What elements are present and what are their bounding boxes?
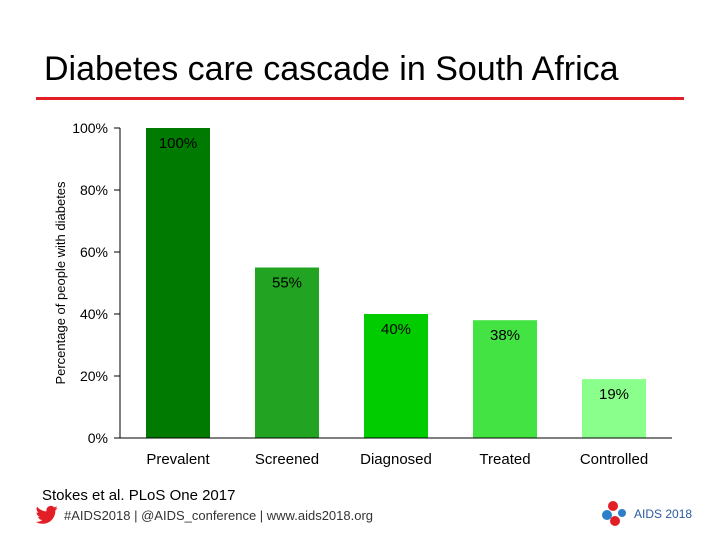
bar-diagnosed [364, 314, 428, 438]
bar-screened [255, 267, 319, 438]
footer: #AIDS2018 | @AIDS_conference | www.aids2… [36, 501, 720, 527]
bar-treated [473, 320, 537, 438]
x-tick-label-treated: Treated [479, 451, 530, 468]
data-label-prevalent: 100% [159, 135, 197, 152]
y-tick-label-100: 100% [72, 120, 108, 136]
aids2018-logo: AIDS 2018 [602, 501, 692, 526]
axis-layer [114, 127, 672, 439]
y-axis-title: Percentage of people with diabetes [53, 181, 68, 385]
data-label-diagnosed: 40% [381, 321, 411, 338]
logo-text: AIDS 2018 [634, 507, 692, 521]
x-tick-label-controlled: Controlled [580, 451, 648, 468]
x-tick-label-screened: Screened [255, 451, 319, 468]
labels-layer: 100% Prevalent 55% Screened 40% Diagnosed 38% T… [53, 120, 648, 468]
data-label-treated: 38% [490, 327, 520, 344]
y-tick-label-40: 40% [80, 306, 108, 322]
y-tick-label-80: 80% [80, 182, 108, 198]
title-underline [36, 97, 684, 100]
x-tick-label-diagnosed: Diagnosed [360, 451, 432, 468]
data-label-screened: 55% [272, 275, 302, 292]
bar-controlled [582, 379, 646, 438]
source-citation: Stokes et al. PLoS One 2017 [42, 487, 236, 504]
twitter-bird-icon [36, 505, 58, 524]
slide-title: Diabetes care cascade in South Africa [44, 50, 619, 88]
social-links: #AIDS2018 | @AIDS_conference | www.aids2… [64, 508, 374, 523]
bars-layer [146, 128, 646, 438]
y-tick-label-60: 60% [80, 244, 108, 260]
x-tick-label-prevalent: Prevalent [146, 451, 210, 468]
data-label-controlled: 19% [599, 386, 629, 403]
y-tick-label-0: 0% [88, 430, 108, 446]
bar-chart: 100% Prevalent 55% Screened 40% Diagnosed 38% T… [53, 120, 672, 468]
y-tick-label-20: 20% [80, 368, 108, 384]
bar-prevalent [146, 128, 210, 438]
